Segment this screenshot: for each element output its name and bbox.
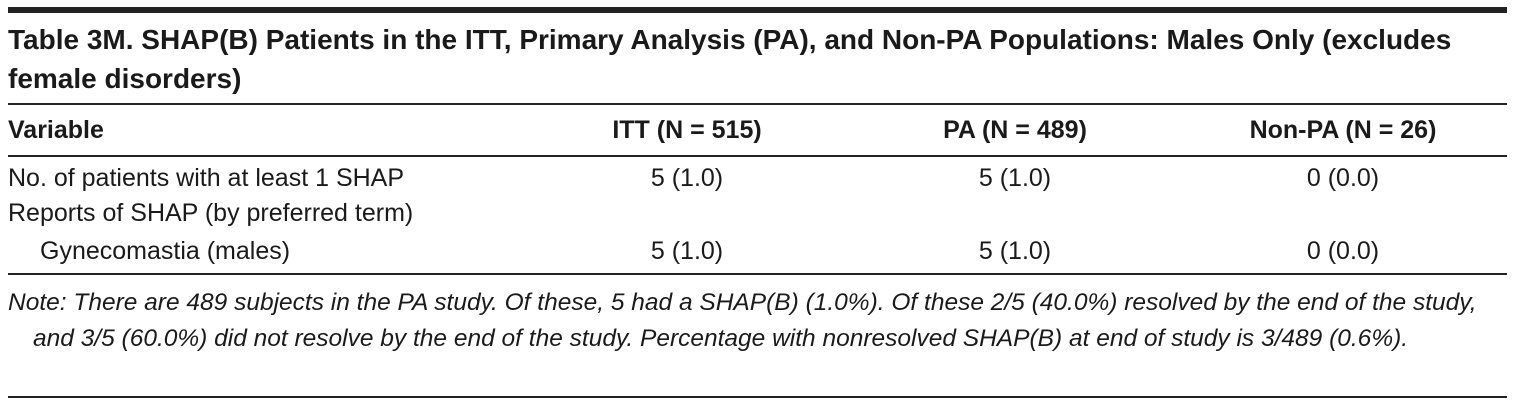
header-bottom-rule bbox=[8, 155, 1507, 157]
body-bottom-rule bbox=[8, 273, 1507, 275]
row-label: Gynecomastia (males) bbox=[40, 237, 291, 265]
table-cell: 5 (1.0) bbox=[978, 237, 1052, 265]
bottom-rule bbox=[8, 396, 1507, 398]
column-header: Non-PA (N = 26) bbox=[1249, 116, 1437, 144]
table-cell: 5 (1.0) bbox=[650, 164, 724, 192]
column-header: ITT (N = 515) bbox=[612, 116, 762, 144]
row-label: Reports of SHAP (by preferred term) bbox=[8, 199, 414, 227]
table-title: Table 3M. SHAP(B) Patients in the ITT, P… bbox=[8, 24, 1452, 94]
top-rule bbox=[8, 7, 1507, 13]
column-header: Variable bbox=[8, 116, 104, 144]
column-header: PA (N = 489) bbox=[943, 116, 1087, 144]
table-cell: 5 (1.0) bbox=[650, 237, 724, 265]
table-cell: 0 (0.0) bbox=[1306, 164, 1380, 192]
row-label: No. of patients with at least 1 SHAP bbox=[8, 164, 405, 192]
table-note: Note: There are 489 subjects in the PA s… bbox=[8, 289, 1477, 352]
header-rule bbox=[8, 103, 1507, 105]
table-cell: 0 (0.0) bbox=[1306, 237, 1380, 265]
table-cell: 5 (1.0) bbox=[978, 164, 1052, 192]
